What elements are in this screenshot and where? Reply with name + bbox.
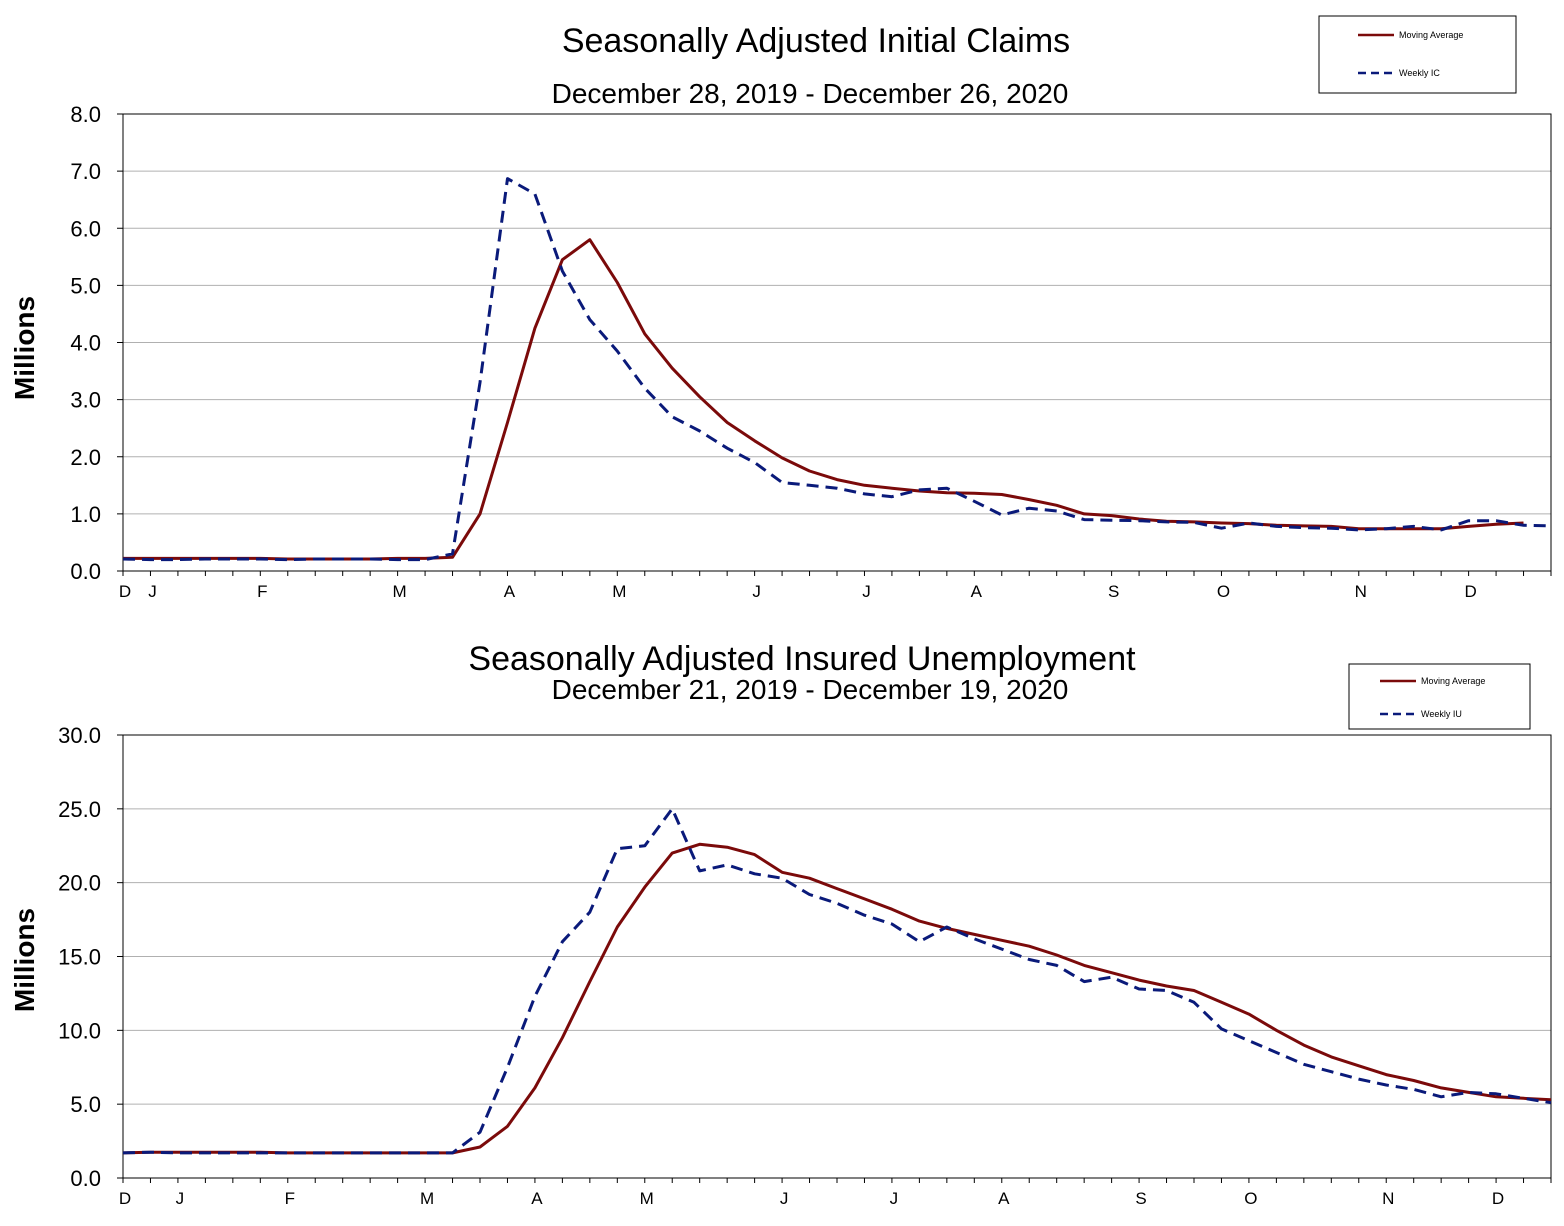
x-tick-label: J [176,1189,185,1208]
legend-label-moving-average: Moving Average [1399,30,1463,40]
legend-label-weekly-ic: Weekly IC [1399,68,1440,78]
x-tick-label: M [393,582,407,601]
y-tick-label: 7.0 [70,159,101,184]
x-tick-label: A [531,1189,543,1208]
y-tick-label: 10.0 [58,1018,101,1043]
x-tick-label: M [420,1189,434,1208]
y-tick-label: 0.0 [70,1166,101,1191]
y-tick-label: 2.0 [70,445,101,470]
series-line-weekly [122,807,1552,1155]
legend: Moving Average Weekly IC [1318,15,1517,94]
x-tick-label: A [971,582,983,601]
x-tick-label: M [640,1189,654,1208]
x-tick-label: D [119,1189,131,1208]
x-tick-label: N [1355,582,1367,601]
y-axis-label: Millions [9,296,40,400]
y-tick-label: 3.0 [70,388,101,413]
x-tick-label: D [1464,582,1476,601]
x-tick-label: J [752,582,761,601]
chart-subtitle: December 28, 2019 - December 26, 2020 [552,78,1069,109]
y-tick-label: 20.0 [58,871,101,896]
x-tick-label: D [119,582,131,601]
y-tick-label: 1.0 [70,502,101,527]
x-tick-label: M [612,582,626,601]
y-axis-label: Millions [9,908,40,1012]
x-tick-label: J [780,1189,789,1208]
y-tick-label: 5.0 [70,273,101,298]
x-tick-label: J [890,1189,899,1208]
y-tick-label: 15.0 [58,945,101,970]
y-tick-label: 30.0 [58,723,101,748]
initial-claims-chart: Seasonally Adjusted Initial Claims Decem… [9,15,1552,601]
x-tick-label: O [1217,582,1230,601]
x-tick-label: J [148,582,157,601]
chart-title: Seasonally Adjusted Initial Claims [562,22,1070,60]
y-tick-label: 25.0 [58,797,101,822]
x-tick-label: S [1108,582,1119,601]
y-tick-label: 5.0 [70,1092,101,1117]
y-tick-label: 6.0 [70,216,101,241]
x-tick-label: F [257,582,267,601]
chart-title: Seasonally Adjusted Insured Unemployment [468,640,1136,678]
x-tick-label: D [1492,1189,1504,1208]
series-line-weekly [122,177,1552,562]
series-line-moving-average [122,842,1552,1155]
legend: Moving Average Weekly IU [1348,663,1531,730]
insured-unemployment-chart: Seasonally Adjusted Insured Unemployment… [9,640,1552,1208]
y-tick-label: 8.0 [70,102,101,127]
y-tick-label: 4.0 [70,331,101,356]
y-tick-label: 0.0 [70,559,101,584]
x-tick-label: J [862,582,871,601]
chart-subtitle: December 21, 2019 - December 19, 2020 [552,674,1069,705]
x-tick-label: F [285,1189,295,1208]
x-tick-label: A [504,582,516,601]
legend-label-weekly-iu: Weekly IU [1421,709,1462,719]
x-tick-label: A [998,1189,1010,1208]
legend-label-moving-average: Moving Average [1421,676,1485,686]
x-tick-label: S [1135,1189,1146,1208]
x-tick-label: O [1244,1189,1257,1208]
x-tick-label: N [1382,1189,1394,1208]
